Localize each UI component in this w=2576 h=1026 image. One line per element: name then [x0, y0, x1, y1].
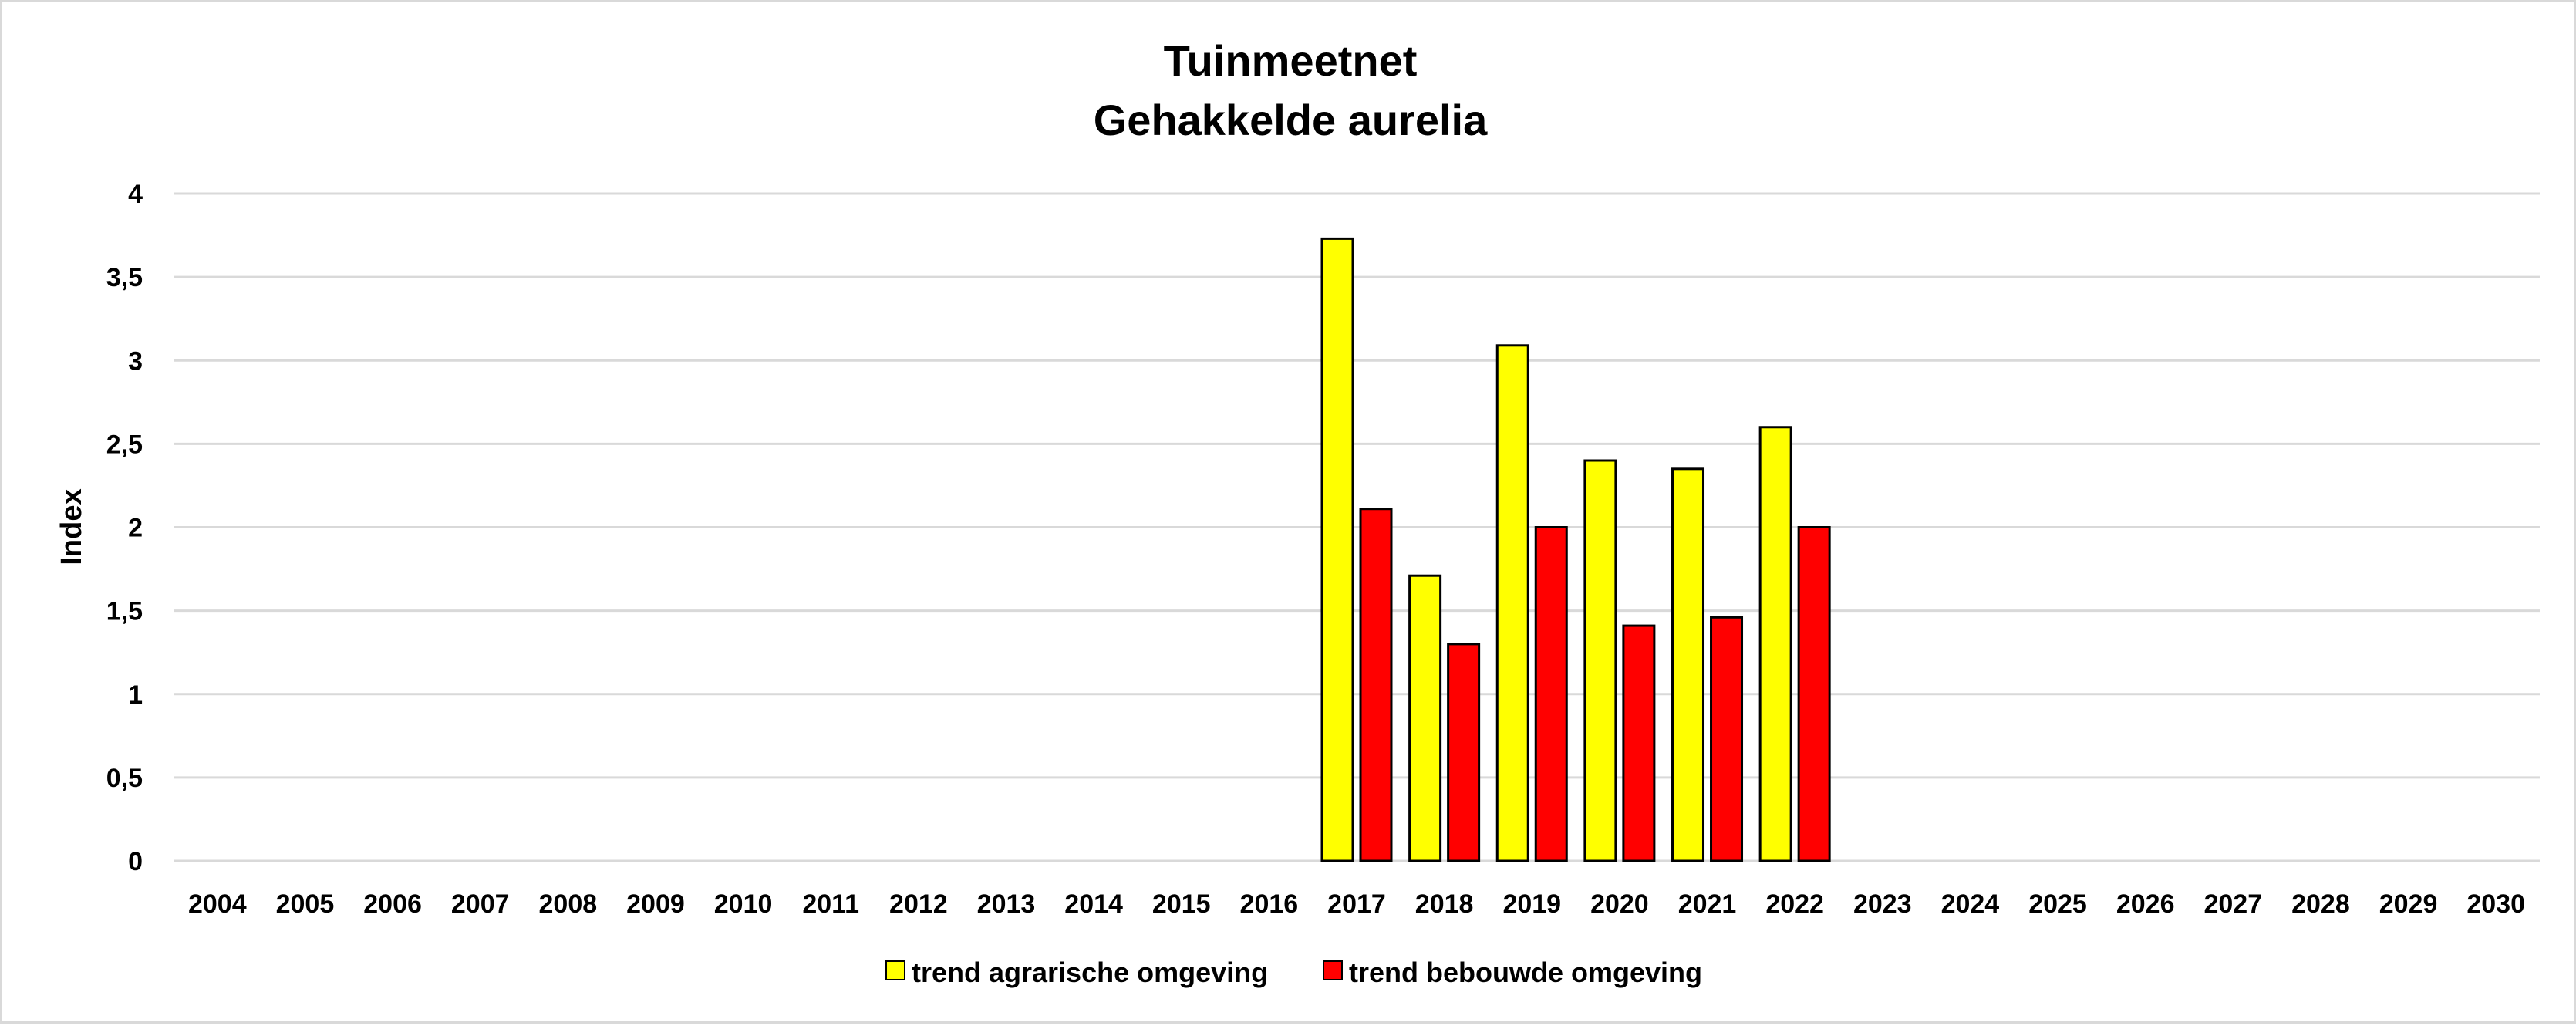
bar-bebouwd-2022	[1797, 526, 1831, 862]
legend-label: trend agrarische omgeving	[912, 957, 1268, 988]
bar-bebouwd-2021	[1710, 616, 1744, 862]
bar-agrarisch-2017	[1320, 237, 1354, 862]
y-axis-ticks: 0 0,5 1 1,5 2 2,5 3 3,5 4	[106, 180, 143, 876]
x-tick-label: 2007	[451, 889, 510, 919]
x-tick-label: 2010	[714, 889, 773, 919]
chart-title-line-1: Tuinmeetnet	[1164, 36, 1418, 85]
x-tick-label: 2009	[626, 889, 685, 919]
y-axis-title: Index	[56, 488, 88, 565]
legend: trend agrarische omgeving trend bebouwde …	[885, 957, 1702, 988]
x-tick-label: 2030	[2466, 889, 2525, 919]
gridlines	[174, 192, 2540, 862]
x-tick-label: 2020	[1590, 889, 1649, 919]
y-tick-label: 4	[128, 180, 143, 209]
bar-bebouwd-2020	[1622, 624, 1656, 862]
legend-swatch	[1323, 960, 1343, 980]
x-tick-label: 2025	[2028, 889, 2087, 919]
bar-agrarisch-2019	[1495, 344, 1529, 862]
bar-bebouwd-2017	[1359, 508, 1393, 862]
y-tick-label: 0,5	[106, 764, 143, 793]
y-tick-label: 2	[128, 514, 143, 543]
x-tick-label: 2004	[188, 889, 247, 919]
y-tick-label: 3,5	[106, 263, 143, 292]
x-tick-label: 2015	[1152, 889, 1211, 919]
y-tick-label: 1	[128, 680, 143, 710]
x-tick-label: 2021	[1678, 889, 1737, 919]
x-tick-label: 2014	[1064, 889, 1123, 919]
x-tick-label: 2018	[1415, 889, 1474, 919]
x-tick-label: 2029	[2379, 889, 2438, 919]
x-tick-label: 2019	[1502, 889, 1561, 919]
x-tick-label: 2013	[977, 889, 1036, 919]
chart-title-line-2: Gehakkelde aurelia	[1094, 96, 1488, 144]
x-tick-label: 2027	[2203, 889, 2262, 919]
y-tick-label: 2,5	[106, 430, 143, 459]
x-tick-label: 2017	[1327, 889, 1386, 919]
bar-agrarisch-2022	[1758, 426, 1792, 862]
x-tick-label: 2008	[539, 889, 598, 919]
bar-agrarisch-2021	[1671, 467, 1705, 862]
legend-label: trend bebouwde omgeving	[1349, 957, 1702, 988]
y-tick-label: 3	[128, 346, 143, 376]
x-tick-label: 2022	[1765, 889, 1824, 919]
y-tick-label: 0	[128, 847, 143, 876]
legend-swatch	[885, 960, 905, 980]
x-tick-label: 2016	[1240, 889, 1299, 919]
bar-agrarisch-2020	[1583, 459, 1617, 862]
x-axis-ticks: 2004 2005 2006 2007 2008 2009 2010 2011 2012 2013…	[188, 889, 2525, 919]
x-tick-label: 2028	[2291, 889, 2350, 919]
bar-bebouwd-2019	[1534, 526, 1568, 862]
x-tick-label: 2024	[1941, 889, 2000, 919]
bar-bebouwd-2018	[1447, 643, 1481, 862]
bar-agrarisch-2018	[1408, 574, 1442, 862]
x-tick-label: 2026	[2116, 889, 2175, 919]
x-tick-label: 2006	[363, 889, 422, 919]
y-tick-label: 1,5	[106, 597, 143, 626]
bars	[1320, 237, 1831, 862]
x-tick-label: 2011	[802, 889, 859, 919]
x-tick-label: 2005	[276, 889, 335, 919]
x-tick-label: 2012	[889, 889, 948, 919]
x-tick-label: 2023	[1853, 889, 1912, 919]
